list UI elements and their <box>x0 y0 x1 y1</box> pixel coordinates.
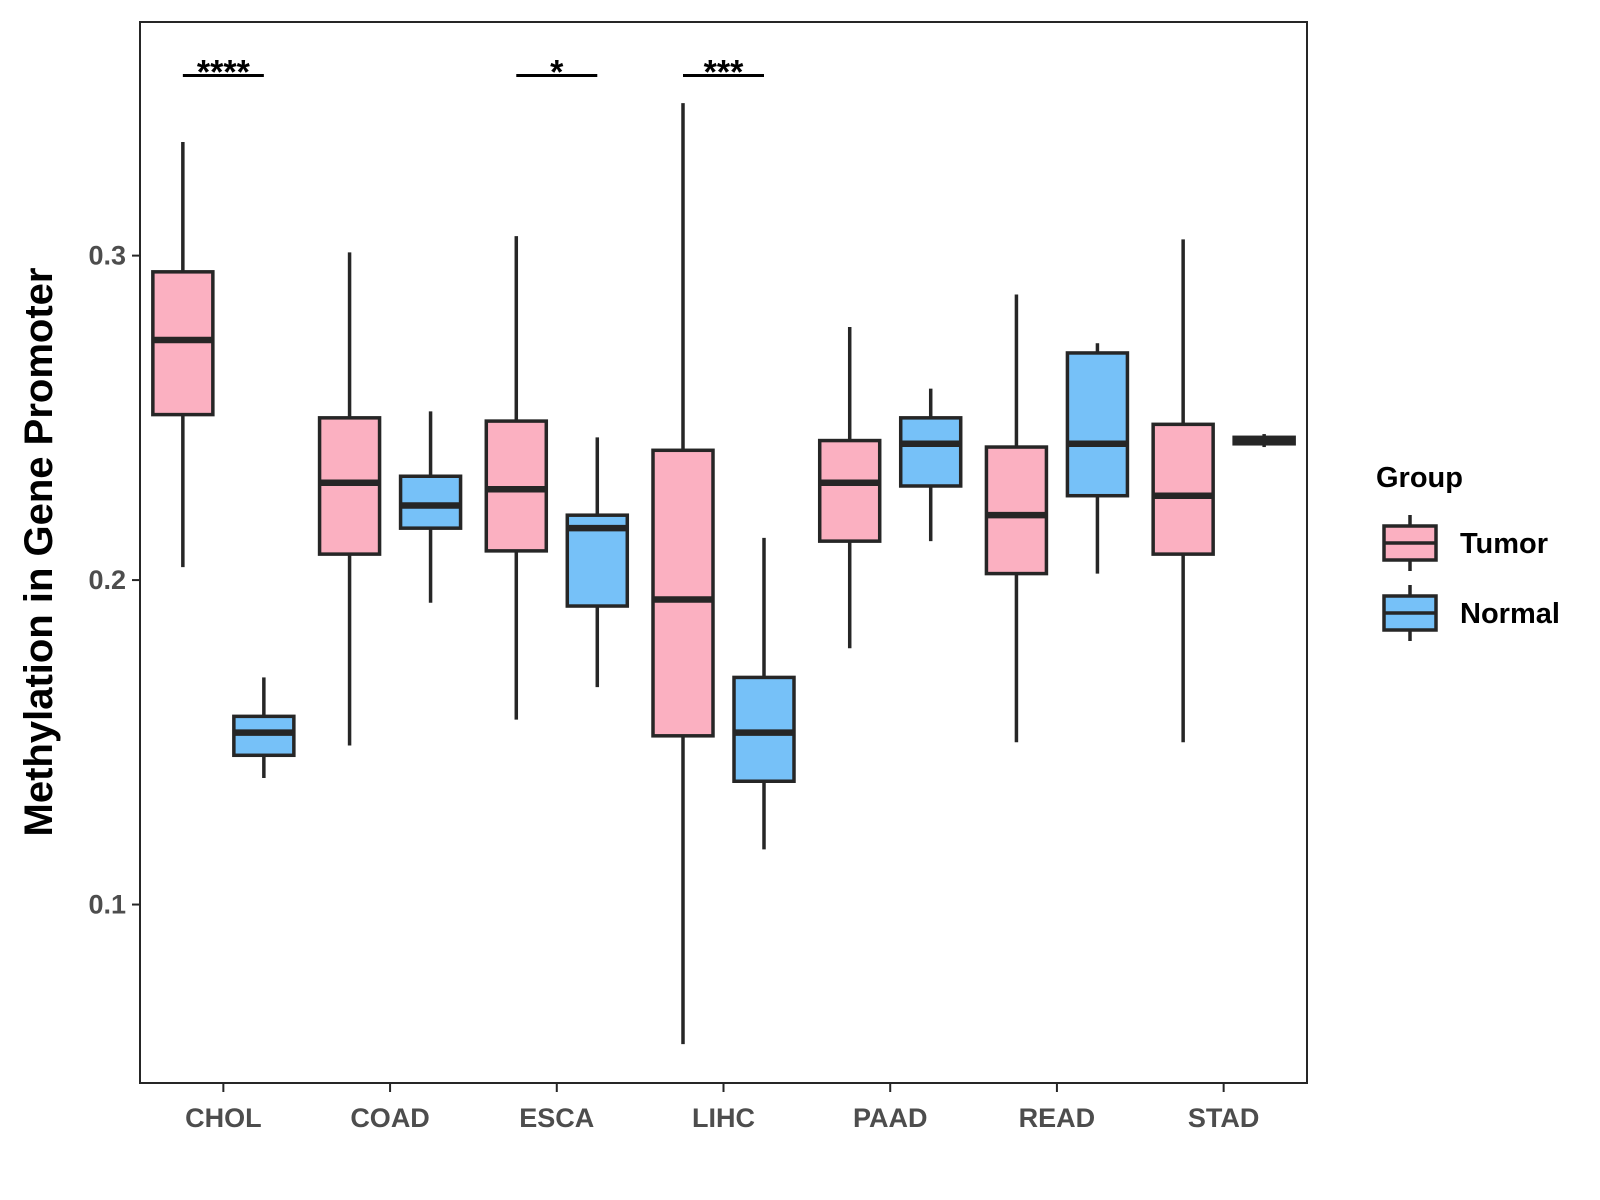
box-coad-tumor <box>317 252 382 746</box>
box-stad-normal <box>1232 434 1296 448</box>
box-chol-tumor <box>151 142 215 568</box>
significance-chol-stars: **** <box>197 54 251 92</box>
y-tick-label: 0.2 <box>88 565 126 595</box>
x-tick-label-stad: STAD <box>1188 1103 1260 1133</box>
box-lihc-normal <box>732 537 796 850</box>
x-tick-label-esca: ESCA <box>519 1103 594 1133</box>
box-paad-normal-iqr <box>898 416 963 488</box>
y-axis: 0.1 0.2 0.3 <box>88 241 140 920</box>
x-tick-label-coad: COAD <box>350 1103 430 1133</box>
x-tick-label-lihc: LIHC <box>692 1103 755 1133</box>
box-paad-normal <box>898 388 963 542</box>
x-tick-label-chol: CHOL <box>185 1103 262 1133</box>
y-tick-label: 0.1 <box>88 890 126 920</box>
box-coad-normal <box>398 411 463 603</box>
box-read-normal <box>1065 343 1130 574</box>
legend: Group Tumor Normal <box>1376 462 1560 641</box>
significance-esca-stars: * <box>550 54 564 92</box>
legend-key-tumor <box>1382 515 1438 571</box>
box-stad-tumor <box>1151 239 1215 743</box>
boxes-layer <box>151 103 1296 1045</box>
plot-background <box>140 22 1307 1083</box>
legend-title: Group <box>1376 462 1463 494</box>
significance-layer: **** * *** <box>182 54 764 92</box>
significance-lihc-stars: *** <box>704 54 744 92</box>
box-stad-tumor-iqr <box>1151 422 1215 556</box>
box-paad-tumor-iqr <box>817 438 882 543</box>
x-axis: CHOL COAD ESCA LIHC PAAD READ STAD <box>185 1083 1259 1133</box>
legend-label-normal: Normal <box>1460 598 1560 630</box>
box-read-tumor-iqr <box>984 445 1049 576</box>
box-paad-tumor <box>817 326 882 649</box>
box-esca-tumor <box>484 236 549 720</box>
box-chol-normal <box>232 677 296 779</box>
legend-key-normal <box>1382 585 1438 641</box>
box-lihc-tumor-iqr <box>651 448 715 738</box>
y-tick-label: 0.3 <box>88 241 126 271</box>
x-tick-label-paad: PAAD <box>853 1103 928 1133</box>
box-read-tumor <box>984 294 1049 743</box>
box-lihc-tumor <box>651 103 715 1045</box>
box-read-normal-iqr <box>1065 351 1130 498</box>
y-axis-title: Methylation in Gene Promoter <box>17 268 61 837</box>
x-tick-label-read: READ <box>1019 1103 1096 1133</box>
box-esca-normal <box>565 437 630 688</box>
legend-label-tumor: Tumor <box>1460 528 1548 560</box>
